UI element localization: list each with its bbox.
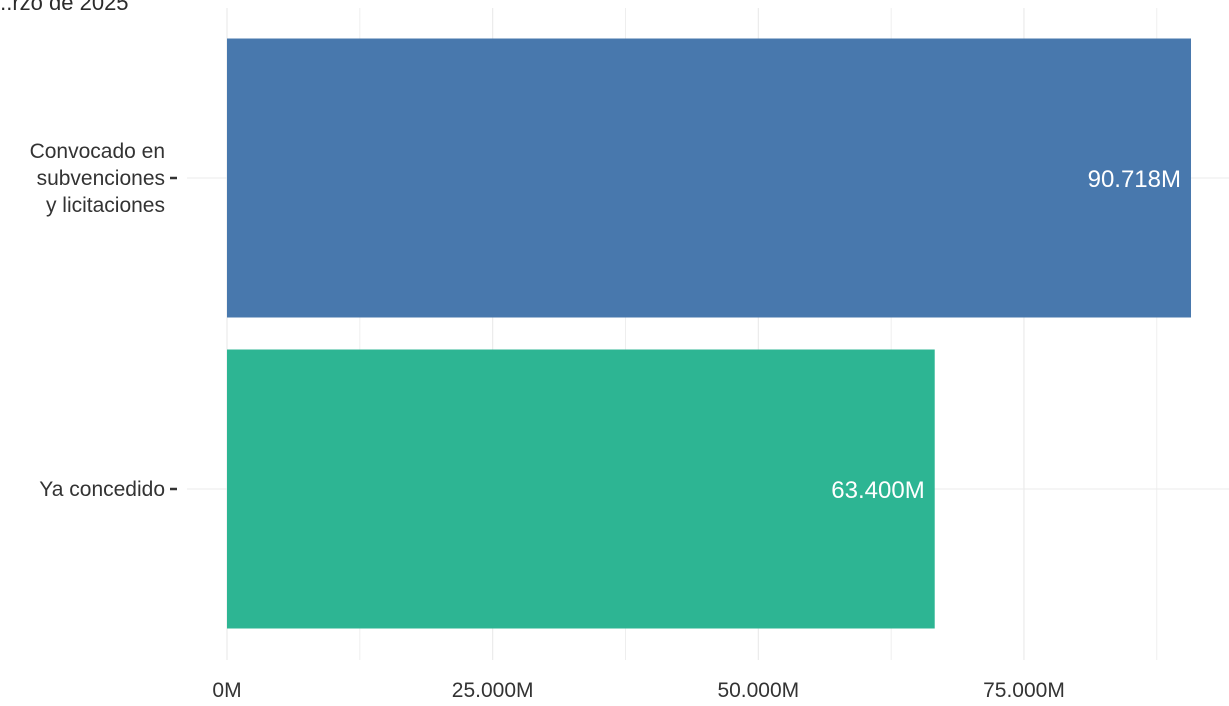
bar-data-label: 63.400M (831, 477, 924, 504)
label-layer: 90.718M 63.400M (831, 166, 1181, 504)
category-label: Ya concedido (39, 478, 165, 501)
category-label: subvenciones (37, 167, 165, 190)
x-tick-label: 75.000M (983, 679, 1065, 702)
x-tick-label: 0M (212, 679, 241, 702)
bar (227, 349, 935, 629)
bar (227, 38, 1192, 318)
category-label: Convocado en (30, 140, 165, 163)
bar-data-label: 90.718M (1088, 166, 1181, 193)
x-tick-label: 50.000M (717, 679, 799, 702)
category-label: y licitaciones (46, 194, 165, 217)
bar-layer (227, 38, 1192, 629)
axis-layer: Convocado en subvenciones y licitaciones Ya… (30, 140, 1065, 702)
chart-subtitle: ...rzo de 2025 (0, 0, 129, 15)
x-tick-label: 25.000M (452, 679, 534, 702)
